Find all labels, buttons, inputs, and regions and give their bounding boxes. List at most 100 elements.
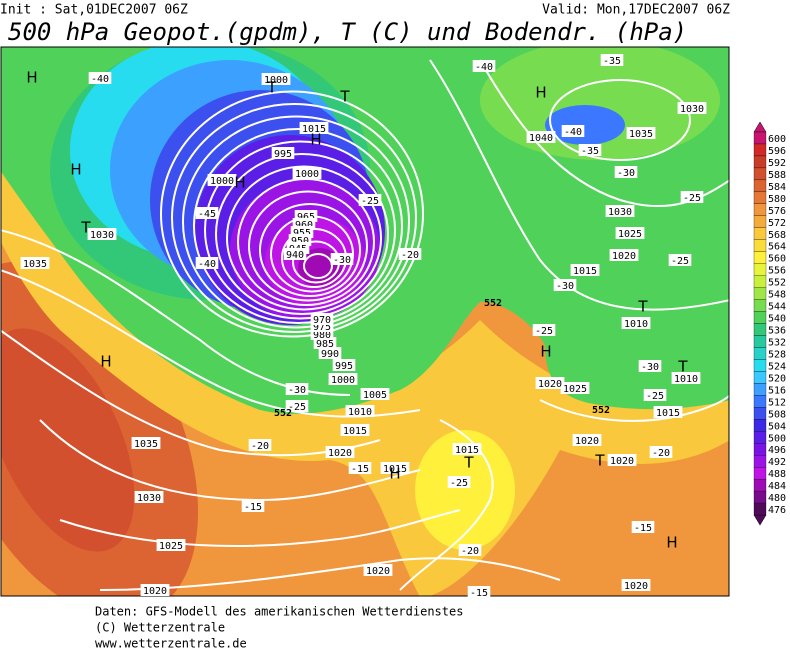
pressure-center: H bbox=[26, 69, 37, 87]
temperature-label-bg bbox=[553, 279, 577, 291]
pressure-label-bg bbox=[671, 372, 701, 384]
pressure-label-bg bbox=[621, 317, 651, 329]
colorbar-label: 496 bbox=[768, 445, 786, 456]
isobar bbox=[99, 557, 561, 591]
pressure-label: 965 bbox=[297, 212, 315, 223]
colorbar-cell bbox=[753, 490, 767, 504]
pressure-label: 975 bbox=[313, 322, 331, 333]
colorbar-cell bbox=[753, 323, 767, 336]
pressure-center: H bbox=[70, 161, 81, 179]
colorbar-cell bbox=[753, 443, 767, 456]
colorbar-label: 572 bbox=[768, 218, 786, 229]
isobar bbox=[429, 59, 729, 311]
colorbar-cell bbox=[753, 287, 767, 300]
pressure-label: 1020 bbox=[538, 379, 562, 390]
pressure-center: T bbox=[339, 88, 350, 106]
colorbar-cell bbox=[753, 347, 767, 360]
footer-line: Daten: GFS-Modell des amerikanischen Wet… bbox=[95, 605, 463, 619]
temperature-label-bg bbox=[631, 521, 655, 533]
pressure-label-bg bbox=[328, 373, 358, 385]
pressure-center: T bbox=[266, 79, 277, 97]
colorbar-cell bbox=[753, 131, 767, 145]
pressure-label: 1015 bbox=[343, 426, 367, 437]
pressure-label-bg bbox=[345, 405, 375, 417]
colorbar-cell bbox=[753, 371, 767, 384]
temperature-label-bg bbox=[643, 389, 667, 401]
temperature-label: -20 bbox=[251, 441, 269, 452]
pressure-label: 1000 bbox=[295, 169, 319, 180]
colorbar-cell bbox=[753, 383, 767, 396]
pressure-label: 1020 bbox=[575, 436, 599, 447]
pressure-label: 960 bbox=[295, 220, 313, 231]
pressure-label-bg bbox=[325, 446, 355, 458]
isobar bbox=[226, 165, 382, 311]
pressure-label: 985 bbox=[316, 339, 334, 350]
pressure-label: 1030 bbox=[137, 493, 161, 504]
pressure-label-bg bbox=[310, 313, 334, 325]
pressure-label-bg bbox=[156, 539, 186, 551]
pressure-label: 1015 bbox=[383, 464, 407, 475]
temperature-label-bg bbox=[532, 324, 556, 336]
pressure-label-bg bbox=[607, 454, 637, 466]
init-text: Init : Sat,01DEC2007 06Z bbox=[0, 3, 188, 18]
temperature-label: -25 bbox=[361, 196, 379, 207]
pressure-label-bg bbox=[560, 382, 590, 394]
temperature-label-bg bbox=[561, 125, 585, 137]
pressure-label: 1025 bbox=[563, 384, 587, 395]
pressure-label: 1010 bbox=[624, 319, 648, 330]
pressure-label: 995 bbox=[335, 361, 353, 372]
isobar bbox=[193, 128, 403, 324]
pressure-label: 1000 bbox=[264, 75, 288, 86]
pressure-label-bg bbox=[653, 406, 683, 418]
pressure-label-bg bbox=[526, 131, 556, 143]
colorbar-label: 512 bbox=[768, 397, 786, 408]
isobar bbox=[549, 79, 691, 161]
pressure-label: 990 bbox=[321, 349, 339, 360]
colorbar-label: 584 bbox=[768, 182, 786, 193]
temperature-label-bg bbox=[248, 439, 272, 451]
temperature-label: -25 bbox=[535, 326, 553, 337]
colorbar-label: 504 bbox=[768, 421, 786, 432]
pressure-label-bg bbox=[299, 122, 329, 134]
temperature-label: -15 bbox=[244, 502, 262, 513]
pressure-center: H bbox=[540, 343, 551, 361]
temperature-label: -25 bbox=[450, 478, 468, 489]
colorbar-label: 476 bbox=[768, 505, 786, 516]
pressure-label: 1035 bbox=[629, 129, 653, 140]
isobar bbox=[204, 140, 396, 320]
colorbar-cell bbox=[753, 263, 767, 276]
pressure-label: 1020 bbox=[624, 581, 648, 592]
pressure-center: H bbox=[310, 131, 321, 149]
colorbar-label: 540 bbox=[768, 314, 786, 325]
footer-line: www.wetterzentrale.de bbox=[95, 637, 247, 648]
pressure-center: T bbox=[594, 452, 605, 470]
pressure-center: T bbox=[677, 358, 688, 376]
pressure-label-bg bbox=[340, 424, 370, 436]
temperature-label: -40 bbox=[198, 259, 216, 270]
temperature-label: -25 bbox=[683, 193, 701, 204]
isobar bbox=[59, 509, 461, 547]
colorbar-cell bbox=[753, 239, 767, 252]
isobar bbox=[259, 203, 361, 297]
pressure-label: 1040 bbox=[529, 133, 553, 144]
colorbar-arrow-top bbox=[753, 121, 767, 133]
pressure-center: H bbox=[389, 465, 400, 483]
temperature-label-bg bbox=[285, 383, 309, 395]
pressure-label-bg bbox=[318, 347, 342, 359]
isobar bbox=[248, 190, 368, 302]
height-label: 552 bbox=[592, 405, 610, 416]
pressure-label: 1000 bbox=[210, 176, 234, 187]
colorbar-cell bbox=[753, 478, 767, 492]
pressure-label-bg bbox=[677, 102, 707, 114]
colorbar-cell bbox=[753, 167, 767, 181]
colorbar-label: 532 bbox=[768, 337, 786, 348]
colorbar-label: 580 bbox=[768, 194, 786, 205]
pressure-label-bg bbox=[292, 167, 322, 179]
temperature-label: -45 bbox=[198, 209, 216, 220]
colorbar-label: 576 bbox=[768, 206, 786, 217]
pressure-center: H bbox=[234, 174, 245, 192]
colorbar-cell bbox=[753, 227, 767, 240]
temperature-label: -30 bbox=[333, 255, 351, 266]
colorbar-label: 592 bbox=[768, 158, 786, 169]
pressure-label-bg bbox=[363, 564, 393, 576]
